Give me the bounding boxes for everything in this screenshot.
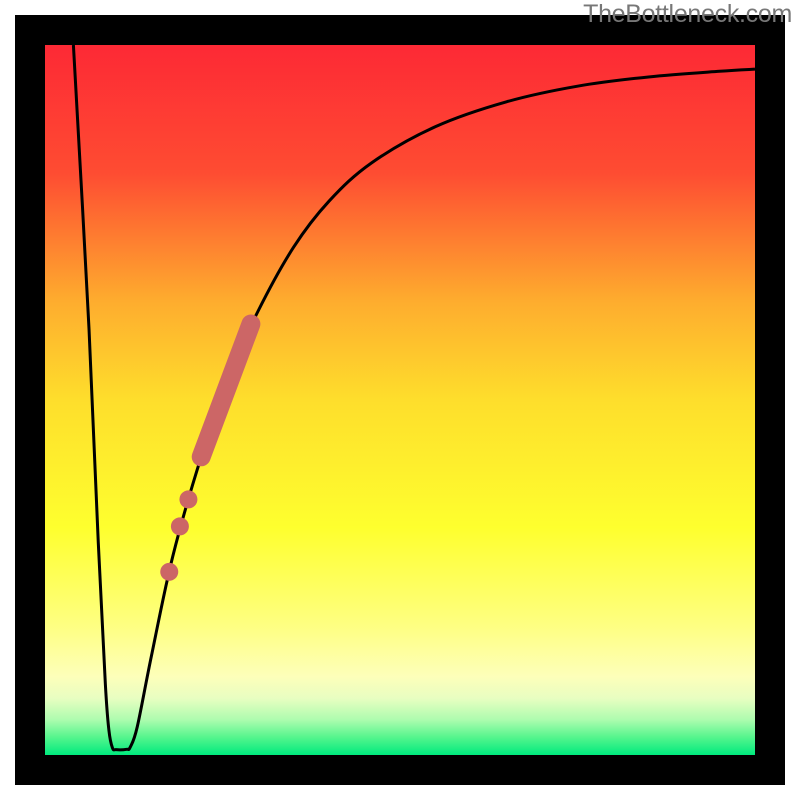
- marker-dot: [171, 517, 189, 535]
- chart-container: TheBottleneck.com: [0, 0, 800, 800]
- marker-dot: [160, 563, 178, 581]
- marker-dot: [179, 490, 197, 508]
- bottleneck-chart: [0, 0, 800, 800]
